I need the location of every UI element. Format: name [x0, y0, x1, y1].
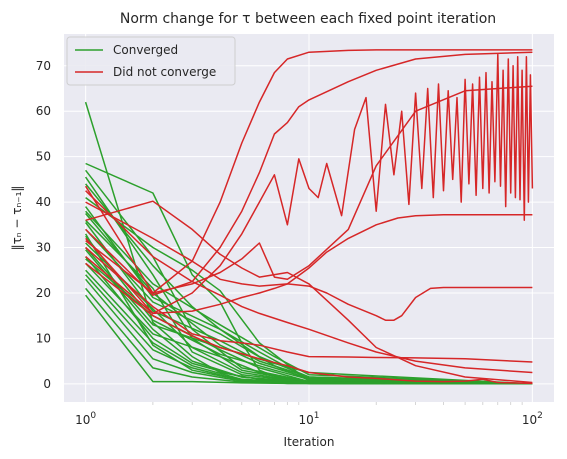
y-tick-label-3: 30: [36, 241, 51, 255]
x-tick-label-0: 100: [75, 411, 96, 427]
legend-label-did-not-converge: Did not converge: [113, 65, 216, 79]
chart-title: Norm change for τ between each fixed poi…: [120, 11, 496, 27]
y-tick-label-2: 20: [36, 286, 51, 300]
series-line-did-not-converge-27: [84, 85, 533, 294]
series-line-converged-24: [84, 233, 533, 385]
series-line-did-not-converge-32: [85, 200, 533, 384]
y-axis-label: ‖τₙ − τₙ₋₁‖: [10, 186, 24, 251]
series-line-did-not-converge-26: [85, 51, 533, 296]
y-axis-ticks: 0 10 20 30 40 50 60 70: [36, 59, 51, 391]
y-tick-label-5: 50: [36, 150, 51, 164]
legend-label-converged: Converged: [113, 43, 178, 57]
series-line-did-not-converge-31: [85, 190, 533, 374]
y-tick-label-0: 0: [43, 377, 51, 391]
y-tick-label-6: 60: [36, 104, 51, 118]
series-line-did-not-converge-33: [85, 246, 533, 363]
series-layer: [84, 49, 534, 385]
series-line-did-not-converge-34: [85, 262, 533, 385]
x-tick-label-2: 102: [522, 411, 543, 427]
series-line-did-not-converge-30: [85, 201, 533, 321]
y-tick-label-1: 10: [36, 331, 51, 345]
series-line-converged-19: [85, 183, 533, 385]
x-tick-label-1: 101: [298, 411, 319, 427]
legend-box: [66, 36, 236, 86]
y-tick-label-7: 70: [36, 59, 51, 73]
series-line-did-not-converge-25: [85, 49, 533, 294]
x-axis-label: Iteration: [284, 435, 335, 449]
y-tick-label-4: 40: [36, 195, 51, 209]
legend: Converged Did not converge: [66, 36, 236, 86]
series-line-did-not-converge-29: [85, 214, 533, 315]
x-axis-ticks: 100 101 102: [75, 402, 543, 427]
series-line-did-not-converge-28: [85, 53, 534, 315]
